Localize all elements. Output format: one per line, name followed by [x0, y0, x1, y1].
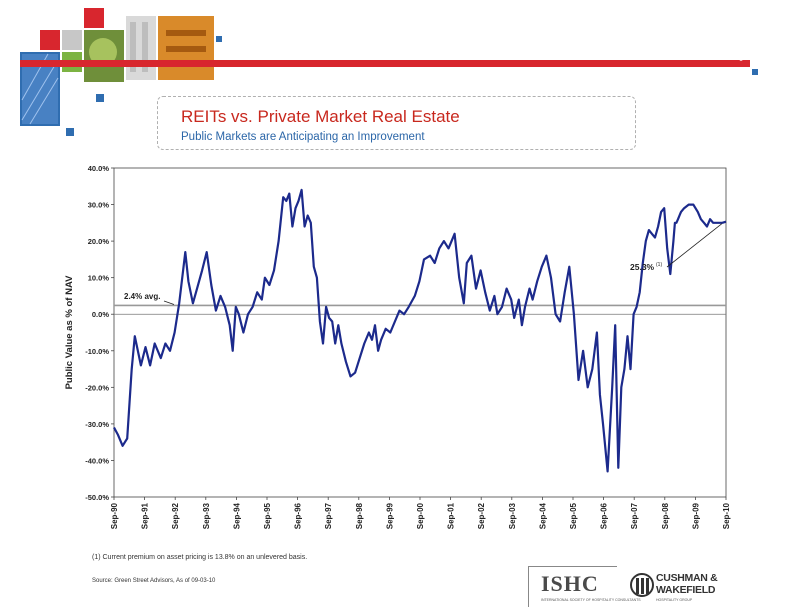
y-tick-label: -10.0% — [85, 347, 109, 356]
x-tick-label: Sep-06 — [600, 502, 609, 529]
annotation-current-arrow — [666, 223, 723, 268]
x-tick-label: Sep-02 — [477, 502, 486, 529]
header-rule — [20, 60, 750, 67]
y-tick-label: -30.0% — [85, 420, 109, 429]
title-box: REITs vs. Private Market Real Estate Pub… — [157, 96, 636, 150]
ishc-logo-text: ISHC — [541, 571, 599, 596]
annotation-current-footnote-marker: (1) — [656, 262, 662, 268]
cw-emblem-icon — [630, 573, 654, 597]
x-tick-label: Sep-10 — [722, 502, 731, 529]
plot-area — [113, 167, 727, 498]
footnote: (1) Current premium on asset pricing is … — [92, 554, 308, 561]
annotation-average-label: 2.4% avg. — [124, 292, 160, 301]
y-tick-label: -50.0% — [85, 493, 109, 502]
y-axis-label: Public Value as % of NAV — [64, 275, 75, 390]
cw-logo-subtext: HOSPITALITY GROUP — [656, 598, 693, 602]
cw-logo-line1: CUSHMAN & — [656, 572, 718, 584]
x-tick-label: Sep-01 — [447, 502, 456, 529]
x-tick-label: Sep-97 — [324, 502, 333, 529]
x-tick-label: Sep-04 — [538, 502, 547, 529]
annotation-average-arrow — [163, 300, 175, 305]
page-number: 6 — [739, 56, 743, 63]
annotation-current-label: 25.3% — [630, 262, 655, 272]
x-tick-label: Sep-94 — [232, 502, 241, 529]
y-tick-label: 0.0% — [92, 310, 109, 319]
source-note: Source: Green Street Advisors, As of 09-… — [92, 578, 216, 584]
x-tick-label: Sep-95 — [263, 502, 272, 529]
x-tick-label: Sep-99 — [385, 502, 394, 529]
x-tick-label: Sep-00 — [416, 502, 425, 529]
reit-premium-line-chart: 40.0% 30.0% 20.0% 10.0% 0.0% -10.0% -20.0% -30.… — [64, 164, 731, 529]
y-tick-label: -40.0% — [85, 456, 109, 465]
x-tick-label: Sep-08 — [661, 502, 670, 529]
page-title: REITs vs. Private Market Real Estate — [181, 107, 460, 126]
x-tick-label: Sep-05 — [569, 502, 578, 529]
page-subtitle: Public Markets are Anticipating an Impro… — [181, 131, 425, 143]
x-tick-label: Sep-98 — [355, 502, 364, 529]
header-decoration — [20, 8, 758, 136]
x-tick-label: Sep-07 — [630, 502, 639, 529]
x-tick-label: Sep-96 — [294, 502, 303, 529]
y-tick-label: 30.0% — [88, 201, 110, 210]
x-tick-label: Sep-03 — [508, 502, 517, 529]
y-tick-label: 20.0% — [88, 237, 110, 246]
x-tick-label: Sep-09 — [691, 502, 700, 529]
series-line — [113, 188, 727, 473]
x-tick-label: Sep-91 — [141, 502, 150, 529]
x-tick-label: Sep-92 — [171, 502, 180, 529]
x-tick-label: Sep-90 — [110, 502, 119, 529]
ishc-logo-subtext: INTERNATIONAL SOCIETY OF HOSPITALITY CON… — [541, 598, 641, 602]
cushman-wakefield-logo: CUSHMAN & WAKEFIELD HOSPITALITY GROUP — [628, 570, 748, 608]
ishc-logo: ISHC INTERNATIONAL SOCIETY OF HOSPITALIT… — [528, 566, 641, 607]
red-square — [40, 30, 60, 50]
y-tick-label: 10.0% — [88, 274, 110, 283]
x-tick-label: Sep-93 — [202, 502, 211, 529]
y-tick-label: -20.0% — [85, 383, 109, 392]
cw-logo-line2: WAKEFIELD — [656, 584, 716, 596]
y-tick-label: 40.0% — [88, 164, 110, 173]
